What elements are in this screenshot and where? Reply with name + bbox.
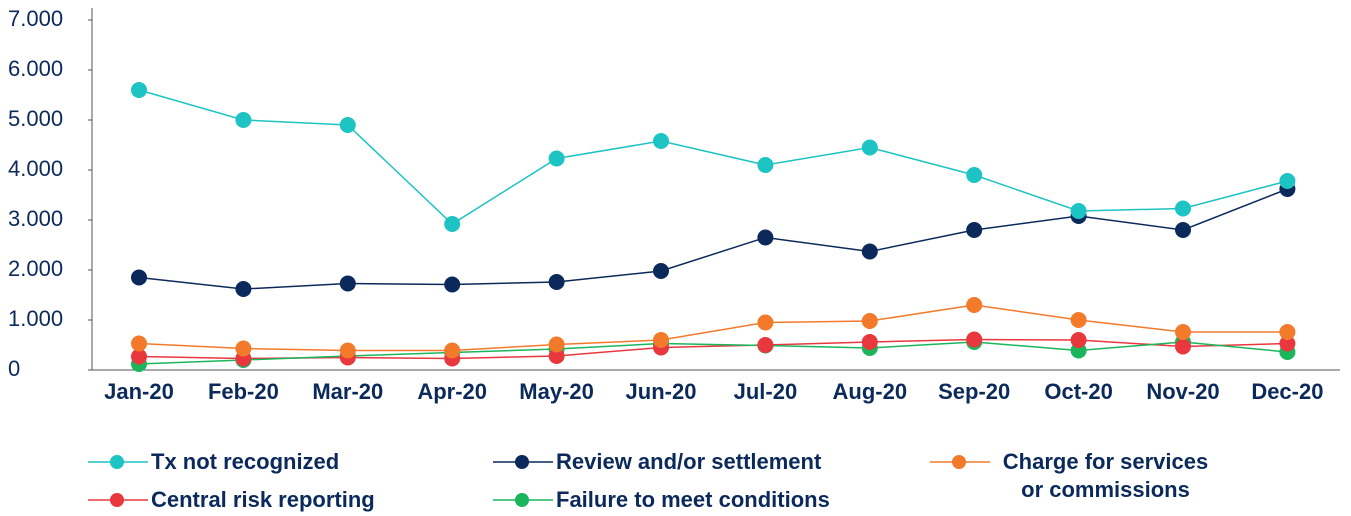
- x-tick-label: Feb-20: [208, 379, 279, 404]
- data-point: [757, 314, 774, 331]
- data-point: [653, 332, 669, 348]
- x-tick-label: Oct-20: [1044, 379, 1112, 404]
- data-point: [1175, 200, 1191, 217]
- legend-label: Charge for services or commissions: [1002, 449, 1209, 502]
- data-point: [757, 229, 774, 246]
- data-point: [1175, 222, 1191, 238]
- data-point: [444, 342, 461, 359]
- x-tick-label: Dec-20: [1251, 379, 1323, 404]
- data-point: [653, 263, 669, 279]
- data-point: [235, 112, 252, 128]
- data-point: [757, 337, 774, 353]
- data-point: [861, 313, 878, 329]
- data-point: [1070, 312, 1087, 328]
- data-point: [548, 150, 565, 167]
- legend-marker: [110, 493, 124, 507]
- legend-marker: [515, 493, 529, 507]
- x-tick-label: Aug-20: [833, 379, 908, 404]
- legend-label: Failure to meet conditions: [556, 487, 830, 512]
- data-point: [1175, 338, 1191, 355]
- data-point: [548, 274, 565, 290]
- y-tick-label: 5.000: [8, 106, 63, 131]
- data-point: [131, 82, 147, 98]
- legend-marker: [110, 455, 124, 469]
- y-tick-label: 4.000: [8, 156, 63, 181]
- data-point: [1070, 203, 1087, 219]
- y-tick-label: 6.000: [8, 56, 63, 81]
- x-tick-label: Jan-20: [104, 379, 174, 404]
- data-point: [966, 167, 983, 183]
- x-tick-label: Apr-20: [417, 379, 487, 404]
- data-point: [966, 222, 983, 238]
- data-point: [339, 342, 356, 359]
- data-point: [131, 269, 147, 286]
- data-point: [548, 348, 565, 364]
- x-tick-label: May-20: [519, 379, 594, 404]
- data-point: [444, 216, 461, 232]
- y-tick-label: 7.000: [8, 6, 63, 31]
- data-point: [757, 157, 774, 173]
- legend-label: Tx not recognized: [151, 449, 340, 474]
- data-point: [861, 139, 878, 156]
- x-tick-label: Jun-20: [626, 379, 697, 404]
- y-tick-label: 3.000: [8, 206, 63, 231]
- x-tick-label: Mar-20: [312, 379, 383, 404]
- x-tick-label: Nov-20: [1146, 379, 1219, 404]
- data-point: [235, 281, 252, 297]
- legend-marker: [515, 455, 529, 469]
- series-line: [138, 338, 1288, 360]
- y-tick-label: 0: [8, 356, 20, 381]
- data-point: [339, 117, 356, 133]
- legend-label: Review and/or settlement: [556, 449, 822, 474]
- x-tick-label: Sep-20: [938, 379, 1010, 404]
- data-point: [966, 297, 983, 313]
- data-point: [653, 133, 669, 149]
- data-point: [1279, 335, 1296, 352]
- series-line: [138, 89, 1288, 225]
- series-line: [138, 341, 1288, 365]
- data-point: [861, 243, 878, 260]
- data-point: [861, 334, 878, 350]
- y-tick-label: 1.000: [8, 306, 63, 331]
- y-tick-label: 2.000: [8, 256, 63, 281]
- series-line: [138, 188, 1288, 290]
- data-point: [131, 348, 147, 365]
- data-point: [548, 336, 565, 353]
- x-tick-label: Jul-20: [734, 379, 798, 404]
- data-point: [1175, 324, 1191, 340]
- data-point: [1279, 324, 1296, 340]
- data-point: [1279, 173, 1296, 189]
- legend-label: Central risk reporting: [151, 487, 375, 512]
- data-point: [444, 276, 461, 293]
- legend-marker: [952, 455, 966, 469]
- data-point: [966, 331, 983, 348]
- data-point: [235, 340, 252, 357]
- data-point: [1070, 332, 1087, 348]
- data-point: [339, 275, 356, 292]
- series-line: [138, 304, 1288, 352]
- data-point: [131, 335, 147, 352]
